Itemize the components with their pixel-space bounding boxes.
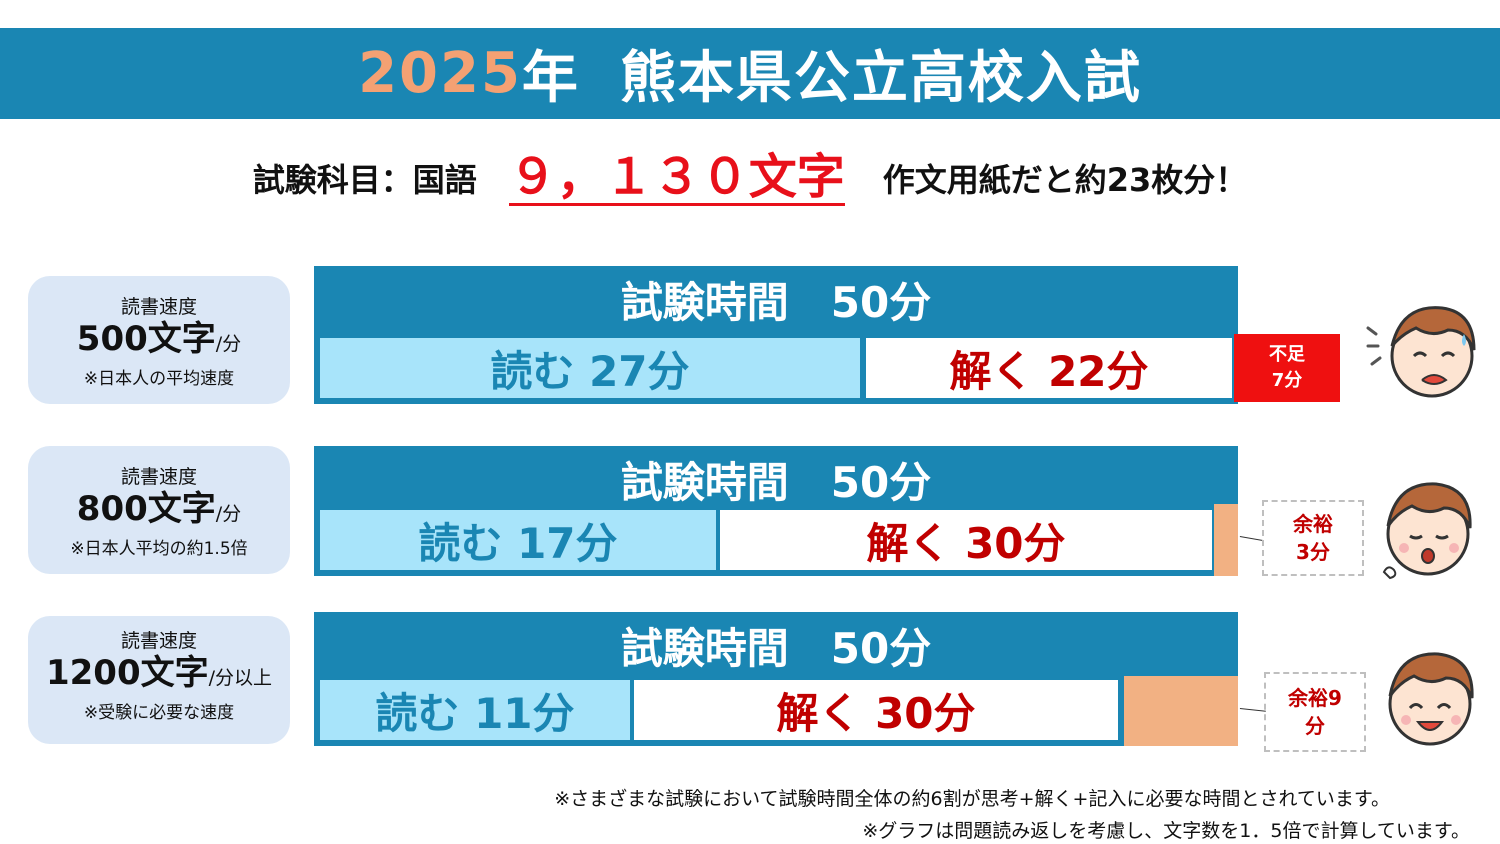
spare-label: 余裕 [1293,512,1333,536]
shortage-value: 7分 [1271,370,1303,391]
read-segment: 読む 11分 [320,680,630,740]
speed-label-title: 読書速度 [120,466,197,488]
speed-value: 800文字/分 [28,489,290,534]
solve-segment: 解く 30分 [634,680,1118,740]
speed-label-box: 読書速度 500文字/分 ※日本人の平均速度 [28,276,290,404]
title-banner [0,28,1500,119]
surprised-boy-icon [1382,482,1472,580]
speed-note: ※受験に必要な速度 [83,703,235,723]
title-year-suffix: 年 [521,46,580,111]
title-year: 2025 [358,41,522,106]
shortage-label: 不足 [1269,344,1305,365]
spare-time-segment [1124,676,1238,746]
read-segment: 読む 17分 [320,510,716,570]
leader-line [1239,708,1266,712]
speed-number: 1200文字 [45,653,209,693]
char-count: ９，１３０文字 [508,148,845,206]
exam-time-bar: 試験時間 50分 読む 11分 解く 30分 [314,612,1238,746]
footnote-1: ※さまざまな試験において試験時間全体の約6割が思考+解く+記入に必要な時間とされ… [554,788,1390,810]
spare-time-segment [1214,504,1238,576]
speed-label-box: 読書速度 1200文字/分以上 ※受験に必要な速度 [28,616,290,744]
speed-unit: /分 [215,503,242,525]
footnote-2: ※グラフは問題読み返しを考慮し、文字数を1．5倍で計算しています。 [862,820,1470,842]
worried-boy-icon [1366,306,1476,398]
title-name: 熊本県公立高校入試 [619,46,1142,111]
subject-line: 試験科目：国語 ９，１３０文字 作文用紙だと約23枚分！ [0,148,1500,208]
spare-label: 余裕9 [1288,686,1342,710]
speed-label-title: 読書速度 [120,630,197,652]
exam-time-bar: 試験時間 50分 読む 17分 解く 30分 [314,446,1238,576]
solve-segment: 解く 22分 [866,338,1232,398]
spare-box: 余裕 3分 [1262,500,1364,576]
bar-title: 試験時間 50分 [620,623,932,673]
speed-value: 1200文字/分以上 [28,653,290,698]
speed-number: 500文字 [76,319,216,359]
bar-title: 試験時間 50分 [620,457,932,507]
speed-number: 800文字 [76,489,216,529]
speed-unit: /分以上 [208,667,273,689]
exam-time-bar: 試験時間 50分 読む 27分 解く 22分 [314,266,1238,404]
speed-label-box: 読書速度 800文字/分 ※日本人平均の約1.5倍 [28,446,290,574]
speed-unit: /分 [215,333,242,355]
speed-note: ※日本人平均の約1.5倍 [70,539,248,559]
spare-value: 分 [1304,714,1325,738]
spare-box: 余裕9 分 [1264,672,1366,752]
bar-title: 試験時間 50分 [620,277,932,327]
speed-note: ※日本人の平均速度 [83,369,235,389]
shortage-box: 不足 7分 [1234,334,1340,402]
spare-value: 3分 [1296,540,1330,564]
leader-line [1239,536,1264,542]
read-segment: 読む 27分 [320,338,860,398]
solve-segment: 解く 30分 [720,510,1212,570]
speed-value: 500文字/分 [28,319,290,364]
page-title: 2025 年熊本県公立高校入試 [0,28,1500,119]
subject-label: 試験科目：国語 [252,161,477,199]
happy-boy-icon [1388,652,1474,746]
subject-note: 作文用紙だと約23枚分！ [882,161,1248,199]
speed-label-title: 読書速度 [120,296,197,318]
